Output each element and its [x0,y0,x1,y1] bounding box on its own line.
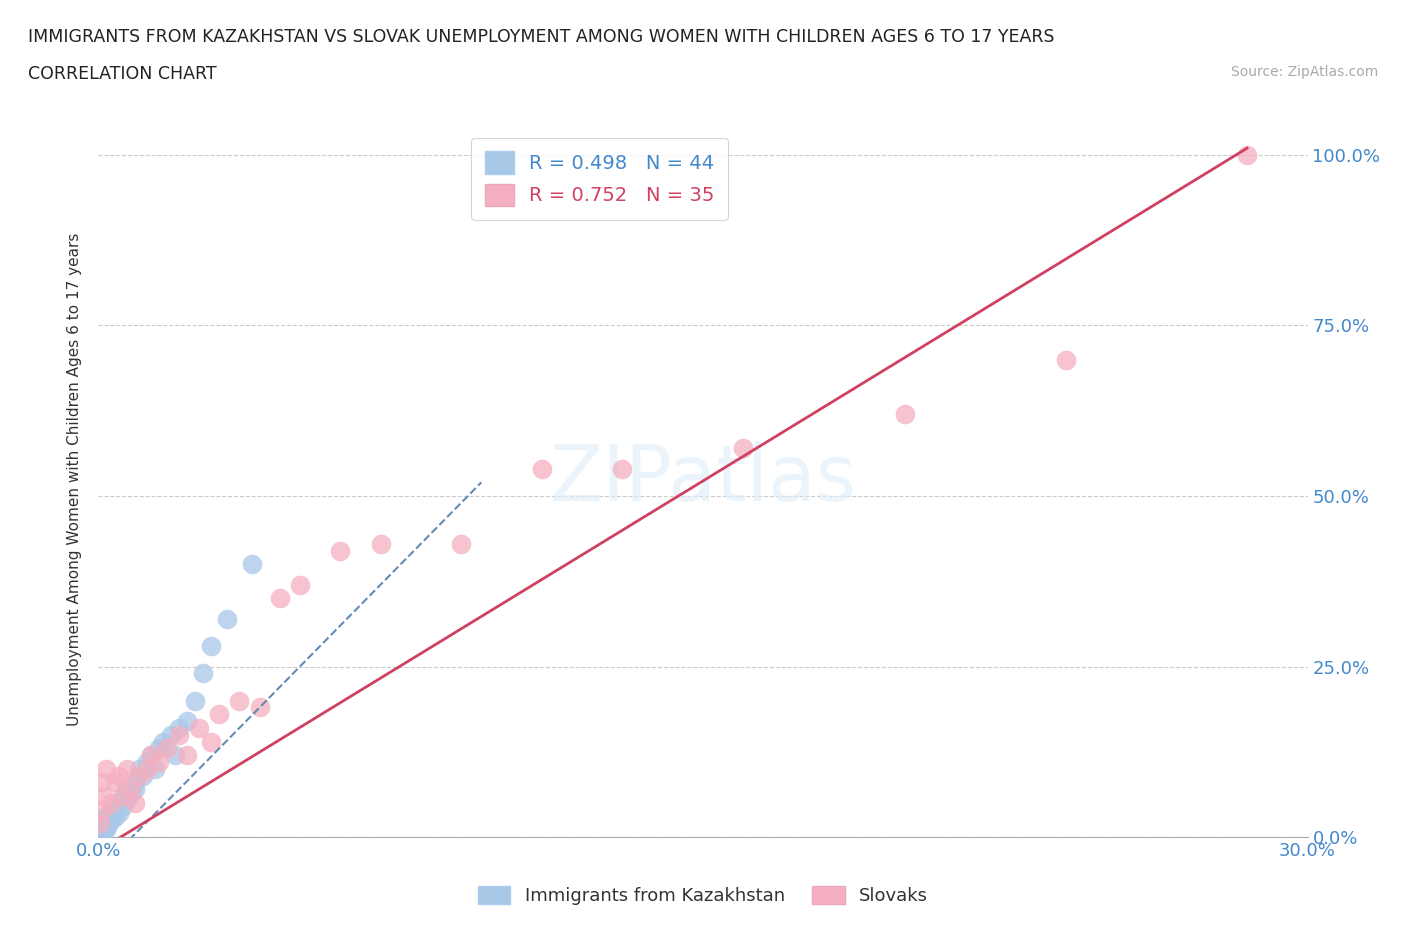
Point [115,762,138,777]
Point [91,819,114,834]
Point [143,762,166,777]
Point [152,734,174,749]
Point [188,721,211,736]
Point [111,799,134,814]
Legend: Immigrants from Kazakhstan, Slovaks: Immigrants from Kazakhstan, Slovaks [470,876,936,914]
Point [100,805,122,820]
Point [96,819,118,834]
Point [120,782,142,797]
Point [128,762,150,777]
Point [97,817,120,832]
Y-axis label: Unemployment Among Women with Children Ages 6 to 17 years: Unemployment Among Women with Children A… [67,232,83,725]
Point [93,823,115,838]
Point [93,789,115,804]
Point [91,803,114,817]
Point [111,789,134,804]
Point [163,748,186,763]
Point [193,666,215,681]
Point [370,537,392,551]
Point [612,461,634,476]
Point [240,557,263,572]
Point [128,768,150,783]
Point [91,813,114,828]
Point [96,762,118,777]
Point [100,795,122,810]
Point [90,824,112,839]
Point [115,792,138,807]
Point [89,816,111,830]
Point [160,727,183,742]
Point [120,785,142,800]
Text: ZIPatlas: ZIPatlas [550,441,856,517]
Point [176,748,198,763]
Point [96,816,118,830]
Point [217,611,239,626]
Point [89,826,111,841]
Point [167,721,190,736]
Point [124,782,146,797]
Point [115,782,138,797]
Point [107,805,129,820]
Point [200,639,222,654]
Point [733,441,755,456]
Point [107,768,129,783]
Point [208,707,231,722]
Point [103,775,125,790]
Text: Source: ZipAtlas.com: Source: ZipAtlas.com [1230,65,1378,79]
Point [249,700,271,715]
Point [124,775,146,790]
Point [93,810,115,825]
Point [200,734,222,749]
Point [103,803,125,817]
Point [176,713,198,728]
Point [893,406,915,421]
Point [93,809,115,824]
Point [1054,352,1077,367]
Text: IMMIGRANTS FROM KAZAKHSTAN VS SLOVAK UNEMPLOYMENT AMONG WOMEN WITH CHILDREN AGES: IMMIGRANTS FROM KAZAKHSTAN VS SLOVAK UNE… [28,28,1054,46]
Point [91,823,114,838]
Point [94,821,117,836]
Point [107,795,129,810]
Point [167,727,190,742]
Point [100,813,122,828]
Point [135,762,157,777]
Point [103,809,125,824]
Point [184,693,207,708]
Point [91,775,114,790]
Point [139,748,162,763]
Point [1236,148,1258,163]
Point [96,813,118,828]
Point [100,809,122,824]
Point [288,578,311,592]
Point [450,537,472,551]
Point [124,795,146,810]
Point [135,754,157,769]
Point [132,768,155,783]
Point [111,789,134,804]
Point [269,591,291,605]
Text: CORRELATION CHART: CORRELATION CHART [28,65,217,83]
Point [91,816,114,830]
Point [148,754,170,769]
Point [139,748,162,763]
Point [156,741,179,756]
Point [148,741,170,756]
Point [329,543,352,558]
Point [530,461,553,476]
Point [228,693,250,708]
